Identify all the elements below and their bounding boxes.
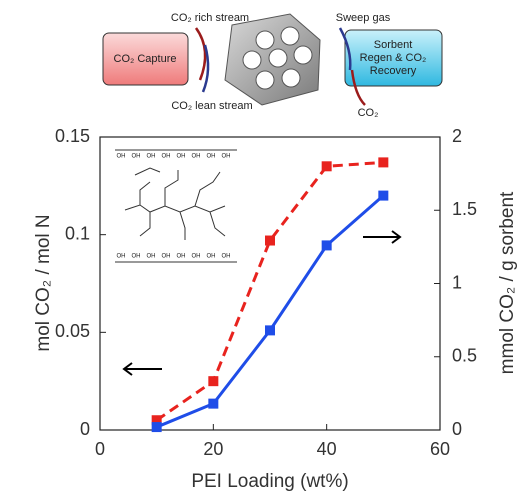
y2-tick-label: 0 — [452, 419, 462, 439]
y-tick-label: 0 — [80, 419, 90, 439]
y2-tick-label: 0.5 — [452, 346, 477, 366]
marker — [208, 376, 218, 386]
plot-frame — [100, 137, 440, 430]
marker — [378, 191, 388, 201]
y2-tick-label: 1 — [452, 272, 462, 292]
oh-label: OH — [177, 154, 186, 160]
oh-label: OH — [147, 154, 156, 160]
sweep-gas-label: Sweep gas — [336, 12, 391, 24]
x-axis-title: PEI Loading (wt%) — [191, 471, 348, 492]
x-tick-label: 40 — [317, 439, 337, 459]
oh-label: OH — [162, 154, 171, 160]
marker — [208, 399, 218, 409]
oh-label: OH — [177, 254, 186, 260]
pei-structure: OH OH OH OH OH OH OH OH OH OH OH OH OH OH OH OH — [115, 150, 237, 262]
regen-label: Regen & CO₂ — [360, 52, 427, 64]
oh-label: OH — [117, 154, 126, 160]
marker — [265, 236, 275, 246]
oh-label: OH — [222, 254, 231, 260]
y2-tick-label: 1.5 — [452, 199, 477, 219]
rich-stream-label: CO₂ rich stream — [171, 12, 249, 24]
x-tick-label: 60 — [430, 439, 450, 459]
oh-label: OH — [117, 254, 126, 260]
series-line — [157, 196, 384, 427]
regen-label: Sorbent — [374, 39, 413, 51]
x-tick-label: 20 — [203, 439, 223, 459]
figure: CO₂ Capture Sorbent Regen & CO₂ Recovery… — [0, 0, 530, 495]
oh-label: OH — [207, 254, 216, 260]
marker — [152, 422, 162, 432]
oh-label: OH — [147, 254, 156, 260]
series-line — [157, 162, 384, 420]
rich-arrow — [196, 28, 205, 80]
regen-label: Recovery — [370, 65, 417, 77]
oh-label: OH — [132, 254, 141, 260]
oh-label: OH — [192, 254, 201, 260]
y-tick-label: 0.1 — [65, 223, 90, 243]
marker — [265, 325, 275, 335]
product-label: CO₂ — [358, 107, 379, 119]
monolith — [225, 14, 320, 105]
y2-axis-title: mmol CO₂ / g sorbent — [497, 191, 518, 374]
page: CO₂ Capture Sorbent Regen & CO₂ Recovery… — [0, 0, 530, 495]
oh-label: OH — [207, 154, 216, 160]
marker — [322, 240, 332, 250]
y-tick-label: 0.15 — [55, 126, 90, 146]
oh-label: OH — [192, 154, 201, 160]
y-tick-label: 0.05 — [55, 321, 90, 341]
oh-label: OH — [222, 154, 231, 160]
oh-label: OH — [132, 154, 141, 160]
lean-stream-label: CO₂ lean stream — [171, 100, 252, 112]
x-tick-label: 0 — [95, 439, 105, 459]
marker — [378, 157, 388, 167]
capture-label: CO₂ Capture — [114, 53, 177, 65]
marker — [322, 161, 332, 171]
y-axis-title: mol CO₂ / mol N — [33, 214, 54, 351]
y2-tick-label: 2 — [452, 126, 462, 146]
process-diagram: CO₂ Capture Sorbent Regen & CO₂ Recovery… — [103, 12, 442, 119]
oh-label: OH — [162, 254, 171, 260]
